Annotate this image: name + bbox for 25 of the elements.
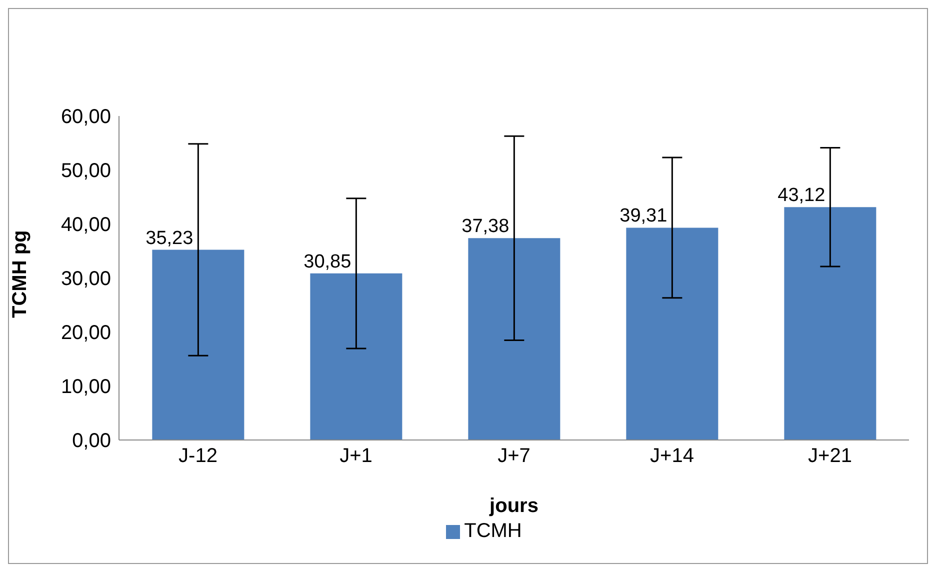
y-tick-label: 0,00: [72, 430, 111, 452]
bar: [784, 207, 876, 440]
y-tick-label: 60,00: [60, 106, 111, 128]
x-tick-label: J+1: [340, 445, 372, 468]
legend-label: TCMH: [464, 520, 522, 542]
data-label: 37,38: [462, 216, 510, 238]
y-axis-title: TCMH pg: [9, 230, 32, 318]
x-tick-label: J+21: [808, 445, 852, 468]
x-tick-label: J+14: [650, 445, 694, 468]
y-tick-label: 40,00: [60, 214, 111, 236]
y-tick-label: 50,00: [60, 160, 111, 182]
data-label: 43,12: [778, 185, 826, 206]
data-label: 35,23: [146, 228, 194, 249]
bar: [468, 238, 560, 440]
data-label: 39,31: [620, 206, 668, 227]
y-tick-label: 10,00: [60, 376, 111, 398]
x-axis-title: jours: [488, 495, 538, 517]
x-tick-label: J+7: [498, 445, 530, 468]
y-tick-label: 20,00: [60, 322, 111, 344]
y-tick-label: 30,00: [60, 268, 111, 290]
bar: [152, 250, 244, 440]
x-tick-label: J-12: [178, 445, 218, 468]
bar: [310, 273, 402, 440]
bar: [626, 228, 718, 440]
data-label: 30,85: [304, 251, 352, 272]
